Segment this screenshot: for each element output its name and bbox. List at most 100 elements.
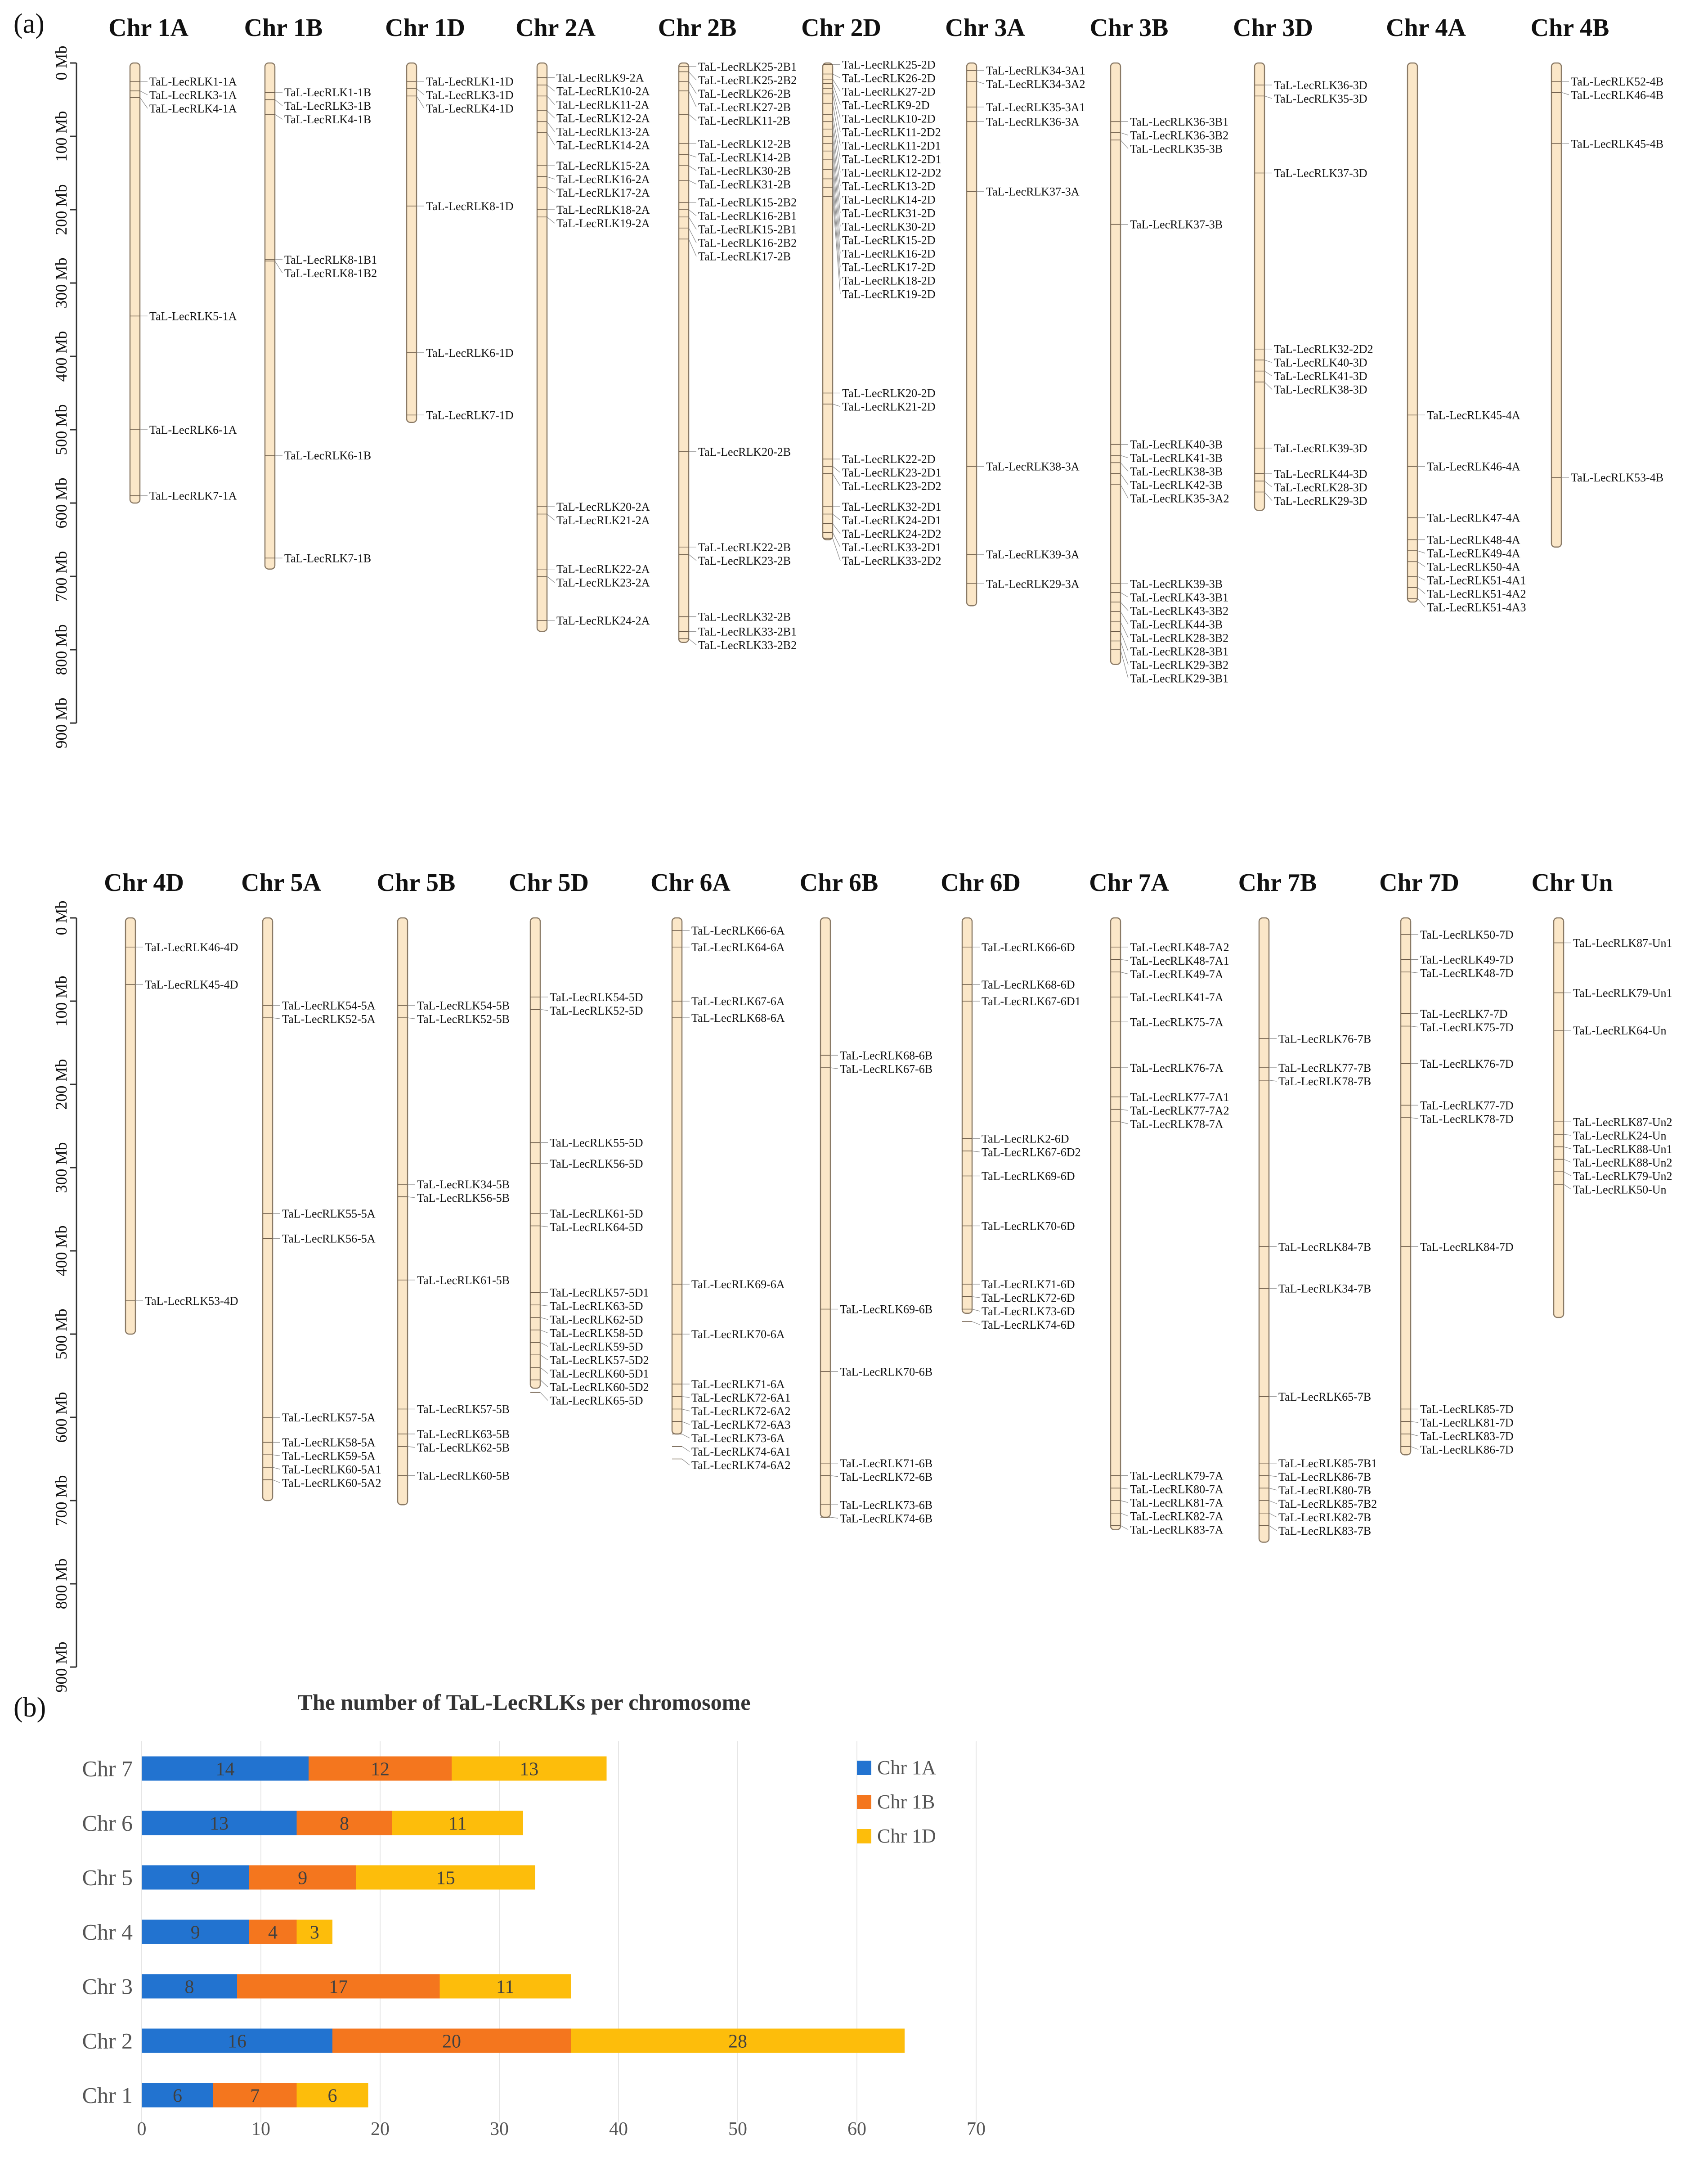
panel-a-label: (a)	[13, 9, 45, 39]
gene-connector	[1264, 95, 1273, 99]
gene-connector	[1269, 1500, 1277, 1504]
gene-label: TaL-LecRLK46-4D	[145, 941, 238, 954]
gene-label: TaL-LecRLK54-5A	[282, 999, 376, 1012]
gene-label: TaL-LecRLK53-4D	[145, 1295, 238, 1308]
y-axis-tick-label: 900 Mb	[52, 1641, 70, 1692]
gene-label: TaL-LecRLK26-2D	[842, 72, 936, 85]
gene-label: TaL-LecRLK53-4B	[1571, 471, 1663, 484]
y-axis-tick-label: 300 Mb	[52, 1142, 70, 1193]
gene-label: TaL-LecRLK88-Un1	[1573, 1142, 1672, 1155]
chromosome-title: Chr 4B	[1531, 14, 1609, 42]
chromosome-title: Chr Un	[1531, 869, 1613, 897]
gene-label: TaL-LecRLK68-6B	[840, 1049, 932, 1062]
gene-label: TaL-LecRLK11-2D1	[842, 139, 941, 152]
gene-label: TaL-LecRLK85-7B2	[1278, 1497, 1377, 1510]
gene-label: TaL-LecRLK11-2A	[556, 99, 650, 112]
gene-label: TaL-LecRLK33-2D2	[842, 554, 941, 567]
gene-connector	[832, 196, 841, 294]
gene-label: TaL-LecRLK12-2D2	[842, 166, 941, 179]
gene-label: TaL-LecRLK86-7D	[1420, 1443, 1514, 1456]
bar-data-label: 6	[328, 2086, 337, 2107]
gene-connector	[832, 513, 841, 521]
chromosome-bar	[1254, 62, 1265, 511]
gene-label: TaL-LecRLK7-1B	[284, 552, 371, 565]
gene-label: TaL-LecRLK45-4A	[1427, 409, 1520, 422]
gene-connector	[547, 132, 555, 145]
bar-data-label: 13	[520, 1759, 538, 1780]
gene-connector	[1410, 1025, 1419, 1028]
gene-connector	[1120, 1513, 1129, 1517]
chromosome-bar	[966, 62, 977, 607]
gene-label: TaL-LecRLK27-2B	[698, 101, 791, 114]
gene-label: TaL-LecRLK65-5D	[550, 1394, 643, 1407]
gene-label: TaL-LecRLK15-2B2	[698, 196, 797, 209]
gene-label: TaL-LecRLK28-3D	[1274, 481, 1367, 494]
gene-label: TaL-LecRLK52-4B	[1571, 75, 1663, 88]
gene-connector	[688, 90, 697, 108]
gene-label: TaL-LecRLK20-2D	[842, 387, 936, 400]
gene-label: TaL-LecRLK57-5A	[282, 1411, 376, 1424]
gene-connector	[272, 1467, 281, 1470]
bar-segment	[356, 1865, 535, 1890]
gene-label: TaL-LecRLK46-4A	[1427, 460, 1520, 473]
gene-label: TaL-LecRLK16-2B1	[698, 210, 797, 223]
gene-connector	[832, 114, 841, 159]
gene-connector	[540, 1304, 548, 1307]
gene-label: TaL-LecRLK30-2D	[842, 220, 936, 233]
gene-label: TaL-LecRLK35-3B	[1130, 142, 1223, 155]
gene-label: TaL-LecRLK12-2A	[556, 112, 650, 125]
gene-label: TaL-LecRLK79-7A	[1130, 1470, 1224, 1483]
gene-label: TaL-LecRLK58-5D	[550, 1327, 643, 1340]
category-label: Chr 1	[82, 2083, 133, 2108]
bar-data-label: 11	[496, 1977, 514, 1998]
y-axis-tick-label: 0 Mb	[52, 45, 70, 80]
gene-connector	[1120, 611, 1129, 625]
bar-segment	[296, 1919, 332, 1944]
gene-label: TaL-LecRLK63-5B	[417, 1428, 510, 1441]
chromosome-bar	[129, 62, 141, 504]
gene-label: TaL-LecRLK40-3B	[1130, 438, 1223, 451]
y-axis-tick-label: 400 Mb	[52, 1225, 70, 1276]
gene-label: TaL-LecRLK72-6B	[840, 1470, 932, 1483]
gene-connector	[1264, 492, 1273, 501]
gene-label: TaL-LecRLK67-6A	[691, 995, 785, 1008]
category-label: Chr 7	[82, 1756, 133, 1781]
gene-label: TaL-LecRLK11-2D2	[842, 126, 941, 139]
bar-segment	[332, 2028, 571, 2053]
gene-connector	[272, 1017, 281, 1019]
bar-segment	[439, 1974, 571, 1999]
gene-label: TaL-LecRLK64-5D	[550, 1221, 643, 1234]
bar-data-label: 6	[173, 2086, 182, 2107]
category-label: Chr 4	[82, 1919, 133, 1945]
gene-connector	[832, 129, 841, 186]
chromosome-title: Chr 6D	[941, 869, 1021, 897]
gene-connector	[1269, 1513, 1277, 1518]
gene-label: TaL-LecRLK47-4A	[1427, 512, 1520, 525]
gene-label: TaL-LecRLK1-1B	[284, 86, 371, 99]
gene-connector	[1563, 1184, 1572, 1190]
gene-connector	[547, 576, 555, 583]
gene-label: TaL-LecRLK35-3A2	[1130, 492, 1229, 505]
gene-connector	[540, 1342, 548, 1347]
gene-connector	[830, 1475, 838, 1477]
gene-connector	[688, 638, 697, 645]
gene-label: TaL-LecRLK74-6B	[840, 1512, 932, 1525]
gene-connector	[688, 228, 697, 243]
gene-connector	[1120, 592, 1129, 598]
y-axis-tick-label: 800 Mb	[52, 1558, 70, 1609]
gene-label: TaL-LecRLK70-6A	[691, 1328, 785, 1341]
gene-label: TaL-LecRLK51-4A2	[1427, 588, 1526, 601]
legend-label: Chr 1B	[877, 1791, 935, 1813]
gene-connector	[832, 404, 841, 407]
gene-label: TaL-LecRLK17-2A	[556, 186, 650, 199]
category-label: Chr 3	[82, 1974, 133, 1999]
gene-label: TaL-LecRLK31-2D	[842, 207, 936, 220]
gene-connector	[688, 114, 697, 121]
chromosome-title: Chr 7B	[1238, 869, 1317, 897]
gene-connector	[272, 1479, 281, 1483]
gene-connector	[547, 176, 555, 180]
gene-label: TaL-LecRLK72-6D	[982, 1291, 1075, 1304]
gene-label: TaL-LecRLK43-3B1	[1130, 591, 1228, 604]
gene-label: TaL-LecRLK76-7A	[1130, 1061, 1224, 1074]
gene-label: TaL-LecRLK3-1B	[284, 99, 371, 112]
